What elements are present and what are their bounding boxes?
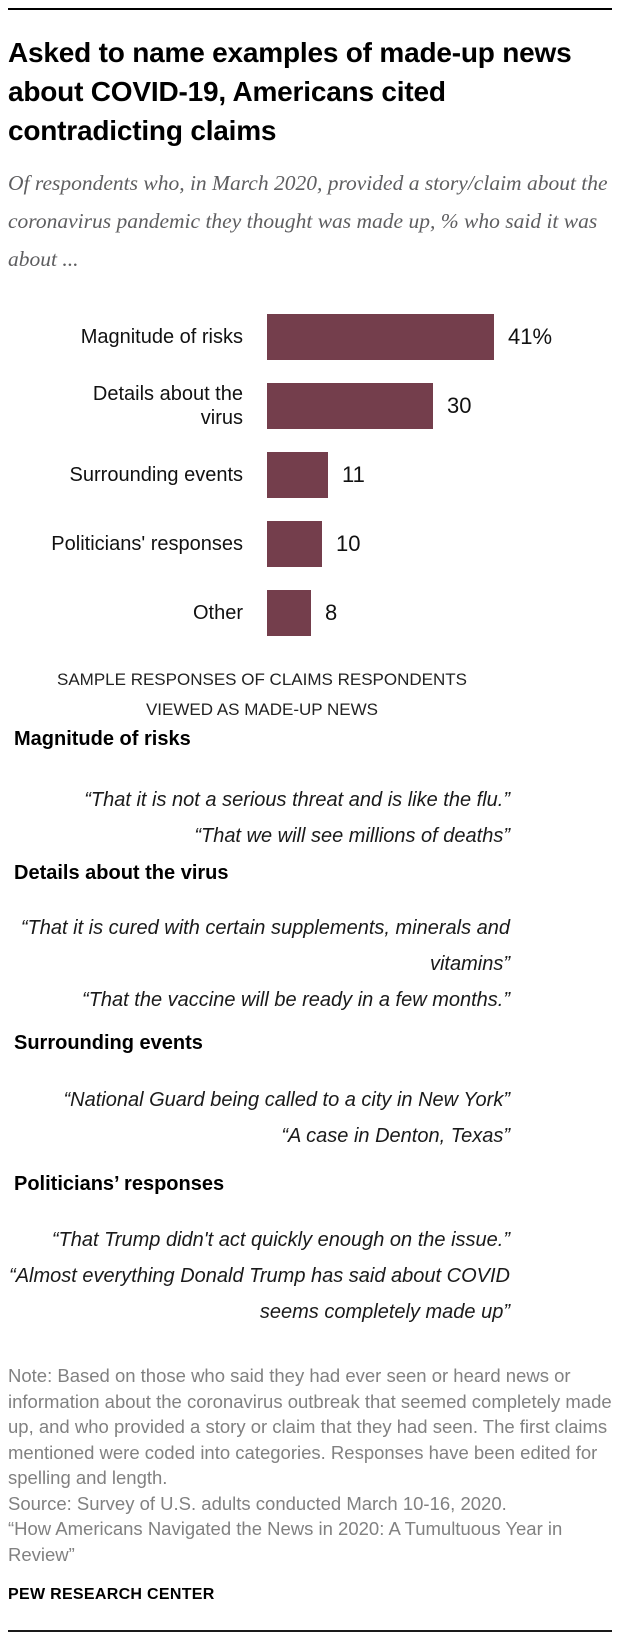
sample-responses-heading-line2: VIEWED AS MADE-UP NEWS: [145, 700, 379, 719]
chart-row: Politicians' responses 10: [8, 509, 612, 578]
report-title-text: “How Americans Navigated the News in 202…: [8, 1518, 563, 1565]
note-text: Note: Based on those who said they had e…: [8, 1365, 612, 1488]
chart-row: Details about the virus 30: [8, 371, 612, 440]
top-rule: [8, 8, 612, 10]
sample-quote: “That it is not a serious threat and is …: [84, 789, 510, 811]
sample-section-heading: Details about the virus: [14, 862, 229, 884]
sample-section: Politicians’ responses “That Trump didn't…: [8, 1170, 612, 1330]
category-label: Other: [192, 601, 243, 624]
value-label: 8: [325, 599, 338, 625]
sample-responses-heading: SAMPLE RESPONSES OF CLAIMS RESPONDENTS V…: [8, 665, 516, 725]
value-label: 10: [336, 530, 361, 556]
chart-row: Magnitude of risks 41%: [8, 302, 612, 371]
value-label: 41%: [508, 323, 553, 349]
category-label: Details about the virus: [92, 382, 243, 429]
sample-quote: “National Guard being called to a city i…: [63, 1089, 510, 1111]
bar: [267, 589, 311, 636]
value-label: 11: [342, 461, 365, 487]
chart-subtitle: Of respondents who, in March 2020, provi…: [8, 171, 608, 271]
bottom-rule: [8, 1630, 612, 1632]
sample-quote: “That we will see millions of deaths”: [194, 825, 510, 847]
sample-quote: “A case in Denton, Texas”: [281, 1125, 510, 1147]
sample-section-heading: Politicians’ responses: [14, 1173, 225, 1195]
category-label: Magnitude of risks: [80, 325, 243, 348]
chart-title: Asked to name examples of made-up news a…: [8, 37, 572, 146]
value-label: 30: [447, 392, 472, 418]
sample-quote: “That it is cured with certain supplemen…: [20, 917, 510, 975]
sample-quote: “That the vaccine will be ready in a few…: [82, 989, 510, 1011]
bar: [267, 382, 433, 429]
bar: [267, 451, 328, 498]
bar: [267, 520, 322, 567]
source-text: Source: Survey of U.S. adults conducted …: [8, 1492, 507, 1514]
chart-row: Other 8: [8, 578, 612, 647]
sample-responses-heading-line1: SAMPLE RESPONSES OF CLAIMS RESPONDENTS: [57, 670, 467, 689]
pew-research-center-wordmark: PEW RESEARCH CENTER: [8, 1586, 215, 1603]
bar-chart: Magnitude of risks 41% Details about the v…: [8, 302, 612, 647]
sample-section-heading: Surrounding events: [14, 1032, 203, 1054]
sample-section: Details about the virus “That it is cured…: [8, 859, 612, 1018]
bar: [267, 313, 494, 360]
sample-responses-sections: Magnitude of risks “That it is not a seri…: [8, 725, 612, 1330]
sample-section: Magnitude of risks “That it is not a seri…: [8, 725, 612, 854]
chart-row: Surrounding events 11: [8, 440, 612, 509]
sample-quote: “Almost everything Donald Trump has said…: [9, 1265, 510, 1323]
sample-section: Surrounding events “National Guard being …: [8, 1029, 612, 1154]
sample-quote: “That Trump didn't act quickly enough on…: [51, 1229, 510, 1251]
category-label: Politicians' responses: [51, 532, 243, 555]
sample-section-heading: Magnitude of risks: [14, 728, 191, 750]
category-label: Surrounding events: [69, 463, 243, 486]
